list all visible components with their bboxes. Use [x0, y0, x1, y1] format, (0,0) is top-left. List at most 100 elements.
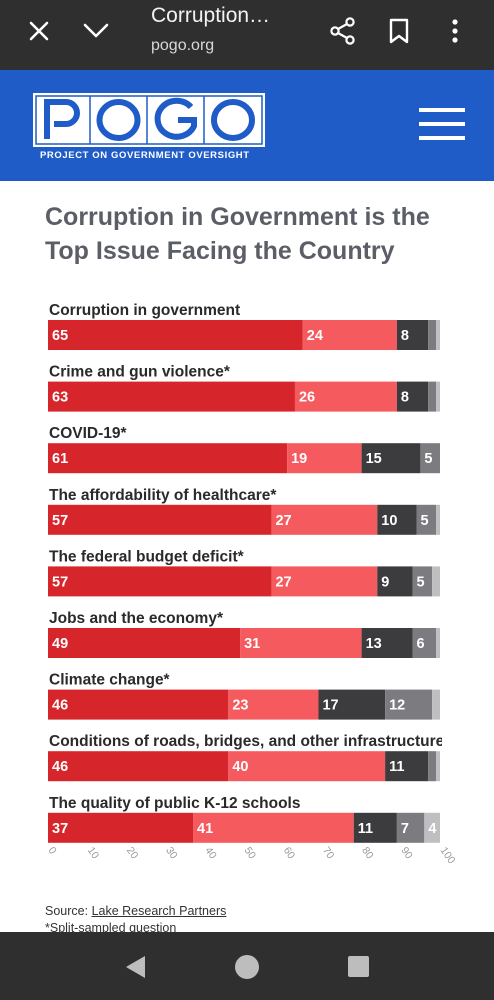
bookmark-icon[interactable]: [382, 14, 416, 48]
category-label: The affordability of healthcare*: [49, 487, 277, 504]
bar-segment: [287, 443, 362, 474]
hamburger-menu-icon[interactable]: [419, 108, 465, 140]
bar-segment: [436, 504, 440, 535]
data-label: 13: [366, 636, 382, 652]
data-label: 5: [420, 513, 428, 529]
data-label: 19: [291, 451, 307, 467]
x-tick-label: 50: [242, 845, 259, 862]
bar-segment: [361, 628, 413, 658]
page-title: Corruption…: [151, 4, 271, 27]
data-label: 65: [52, 328, 68, 344]
article-headline: Corruption in Government is the Top Issu…: [45, 203, 430, 265]
home-icon[interactable]: [234, 954, 260, 980]
data-label: 61: [52, 451, 68, 467]
more-vertical-icon[interactable]: [438, 14, 472, 48]
data-label: 57: [52, 574, 68, 590]
bar-segment: [436, 320, 440, 350]
category-label: Corruption in government: [49, 302, 240, 319]
site-header: PROJECT ON GOVERNMENT OVERSIGHT: [0, 70, 494, 181]
category-label: The federal budget deficit*: [49, 548, 245, 565]
bar-segment: [48, 504, 272, 535]
footnote: *Split-sampled question: [45, 921, 177, 935]
bar-segment: [48, 320, 303, 350]
bar-segment: [412, 628, 437, 658]
bar-segment: [416, 504, 437, 535]
x-tick-label: 20: [124, 845, 141, 862]
bar-segment: [48, 812, 194, 843]
data-label: 17: [322, 698, 338, 714]
bar-segment: [436, 628, 440, 658]
system-nav-bar: [0, 932, 494, 1000]
bar-segment: [396, 381, 429, 412]
recents-icon[interactable]: [347, 955, 370, 978]
category-label: The quality of public K-12 schools: [49, 795, 300, 812]
browser-toolbar: Corruption… pogo.org: [0, 0, 494, 70]
bar-segment: [385, 751, 429, 782]
bar-segment: [385, 689, 433, 720]
bar-segment: [48, 628, 241, 658]
x-tick-label: 0: [46, 845, 59, 857]
bar-segment: [271, 504, 378, 535]
data-label: 46: [52, 698, 68, 714]
data-label: 49: [52, 636, 68, 652]
data-label: 5: [424, 451, 432, 467]
x-tick-label: 90: [398, 845, 415, 862]
source-link[interactable]: Lake Research Partners: [91, 904, 227, 918]
data-label: 46: [52, 759, 68, 775]
category-label: Climate change*: [49, 672, 171, 689]
back-icon[interactable]: [123, 954, 147, 980]
data-label: 15: [366, 451, 382, 467]
data-label: 11: [358, 821, 373, 837]
bar-segment: [48, 566, 272, 597]
close-icon[interactable]: [22, 14, 56, 48]
page-url[interactable]: pogo.org: [151, 37, 215, 54]
bar-segment: [48, 689, 229, 720]
bar-segment: [353, 812, 397, 843]
data-label: 6: [417, 636, 425, 652]
pogo-logo[interactable]: [33, 93, 265, 152]
bar-segment: [428, 751, 437, 782]
data-label: 31: [244, 636, 260, 652]
bar-segment: [432, 566, 440, 597]
category-label: Crime and gun violence*: [49, 364, 231, 381]
data-label: 24: [307, 328, 323, 344]
data-label: 5: [417, 574, 425, 590]
bar-segment: [436, 381, 440, 412]
bar-segment: [240, 628, 362, 658]
data-label: 12: [389, 698, 405, 714]
chevron-down-icon[interactable]: [79, 14, 113, 48]
x-tick-label: 30: [163, 845, 180, 862]
data-label: 40: [232, 759, 248, 775]
data-label: 8: [401, 390, 409, 406]
source-line: Source: Lake Research Partners: [45, 904, 226, 918]
bar-segment: [428, 320, 437, 350]
bar-segment: [436, 751, 440, 782]
data-label: 27: [275, 513, 291, 529]
bar-segment: [432, 689, 440, 720]
bar-segment: [193, 812, 354, 843]
x-tick-label: 10: [85, 845, 102, 862]
bar-segment: [396, 320, 429, 350]
category-label: COVID-19*: [49, 425, 127, 442]
x-tick-label: 60: [281, 845, 298, 862]
x-tick-label: 70: [320, 845, 337, 862]
bar-segment: [228, 689, 319, 720]
data-label: 7: [401, 821, 409, 837]
bar-segment: [48, 381, 295, 412]
bar-segment: [412, 566, 433, 597]
data-label: 27: [275, 574, 291, 590]
bar-segment: [302, 320, 397, 350]
bar-segment: [48, 751, 229, 782]
bar-segment: [377, 566, 413, 597]
share-icon[interactable]: [326, 14, 360, 48]
data-label: 10: [381, 513, 397, 529]
data-label: 8: [401, 328, 409, 344]
bar-segment: [361, 443, 421, 474]
data-label: 11: [389, 759, 404, 775]
x-tick-label: 100: [438, 845, 458, 866]
data-label: 4: [428, 821, 436, 837]
x-tick-label: 40: [202, 845, 219, 862]
bar-segment: [377, 504, 417, 535]
bar-segment: [396, 812, 425, 843]
